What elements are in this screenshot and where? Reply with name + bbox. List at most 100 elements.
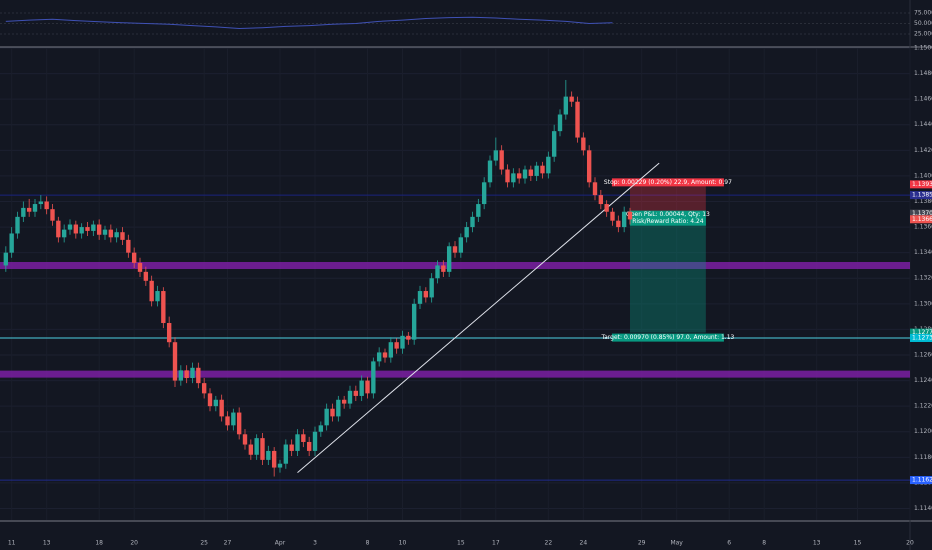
candle-body: [213, 399, 219, 407]
y-tick-label: 1.14600: [914, 96, 932, 103]
candle-body: [382, 352, 388, 358]
candle-body: [61, 229, 67, 238]
candle-body: [114, 232, 119, 238]
price-tag: [910, 333, 932, 342]
candle-body: [470, 216, 475, 228]
candle-body: [143, 271, 149, 281]
candle-body: [67, 224, 73, 230]
candle-body: [149, 280, 154, 302]
candle-body: [429, 278, 434, 298]
price-tag-label: 1.13705: [912, 210, 932, 217]
y-tick-label: 1.12200: [914, 403, 932, 410]
candle-body: [231, 412, 236, 426]
candle-body: [353, 390, 359, 396]
candle-body: [312, 431, 318, 451]
price-tag: [910, 476, 932, 485]
candle-body: [201, 383, 207, 394]
candle-body: [540, 165, 545, 174]
candle-body: [32, 204, 38, 212]
candle-body: [85, 227, 90, 231]
y-tick-label: 1.14800: [914, 70, 932, 77]
candle-body: [248, 444, 254, 455]
candle-body: [295, 434, 300, 451]
candle-body: [161, 291, 166, 324]
candle-body: [487, 160, 493, 183]
candle-body: [423, 291, 429, 298]
y-tick-label: 1.11400: [914, 505, 932, 512]
candle-body: [242, 434, 248, 445]
y-tick-label: 1.12600: [914, 351, 932, 358]
candle-body: [219, 399, 224, 417]
target-label-box: [611, 333, 724, 342]
candle-body: [131, 252, 137, 263]
pnl-label: Open P&L: 0.00044, Qty: 13: [626, 211, 710, 218]
candle-body: [441, 265, 446, 272]
candle-body: [575, 101, 580, 138]
stop-label: Stop: 0.00229 (0.20%) 22.9, Amount: 0.97: [604, 179, 732, 186]
candle-body: [452, 246, 458, 253]
candle-body: [481, 182, 487, 205]
candle-body: [289, 444, 294, 451]
candle-body: [102, 229, 108, 235]
candle-body: [178, 370, 184, 381]
candle-body: [341, 399, 347, 404]
candle-body: [172, 342, 178, 381]
candle-body: [604, 204, 609, 212]
candle-body: [166, 323, 172, 343]
candle-body: [557, 114, 563, 132]
candle-body: [394, 342, 399, 349]
candle-body: [108, 229, 114, 238]
candle-body: [464, 227, 469, 238]
candle-body: [417, 291, 423, 304]
price-tag-label: 1.12775: [912, 329, 932, 336]
candle-body: [26, 207, 32, 212]
x-tick-label: 24: [580, 540, 588, 547]
candle-body: [616, 220, 621, 228]
target-label: Target: 0.00970 (0.85%) 97.0, Amount: 1.…: [600, 334, 734, 341]
candle-body: [56, 220, 61, 238]
x-tick-label: 27: [224, 540, 232, 547]
candle-body: [435, 265, 440, 279]
candle-body: [318, 425, 324, 432]
candle-body: [196, 367, 201, 384]
price-tag-label: 1.13934: [912, 181, 932, 188]
x-tick-label: 6: [727, 540, 731, 547]
candle-body: [38, 201, 44, 205]
x-tick-label: 25: [200, 540, 208, 547]
pnl-label-box: [629, 210, 706, 226]
candle-body: [184, 370, 189, 379]
candle-body: [155, 291, 160, 302]
y-tick-label: 1.14400: [914, 121, 932, 128]
candle-body: [551, 131, 557, 157]
indicator-tick-label: 75.0000: [914, 10, 932, 17]
x-tick-label: 20: [906, 540, 914, 547]
candle-body: [365, 380, 370, 394]
candle-body: [96, 224, 102, 235]
candle-body: [534, 165, 539, 176]
x-tick-label: 3: [313, 540, 317, 547]
x-tick-label: 11: [8, 540, 16, 547]
candle-body: [499, 150, 504, 170]
candle-body: [563, 96, 569, 115]
candle-body: [458, 237, 464, 253]
candle-body: [9, 233, 14, 253]
candle-body: [260, 438, 265, 460]
candle-body: [21, 207, 26, 217]
y-tick-label: 1.15000: [914, 45, 932, 52]
candle-body: [446, 246, 452, 272]
candle-body: [411, 303, 417, 340]
price-tag: [910, 328, 932, 337]
candle-body: [79, 227, 84, 234]
price-tag-label: 1.11622: [912, 477, 932, 484]
x-tick-label: 22: [545, 540, 553, 547]
candle-body: [388, 342, 394, 358]
price-tag: [910, 191, 932, 200]
candle-body: [546, 156, 551, 174]
candle-body: [301, 434, 306, 442]
candle-body: [476, 204, 481, 217]
candle-body: [254, 438, 259, 455]
candle-body: [91, 224, 96, 231]
x-tick-label: 20: [130, 540, 138, 547]
